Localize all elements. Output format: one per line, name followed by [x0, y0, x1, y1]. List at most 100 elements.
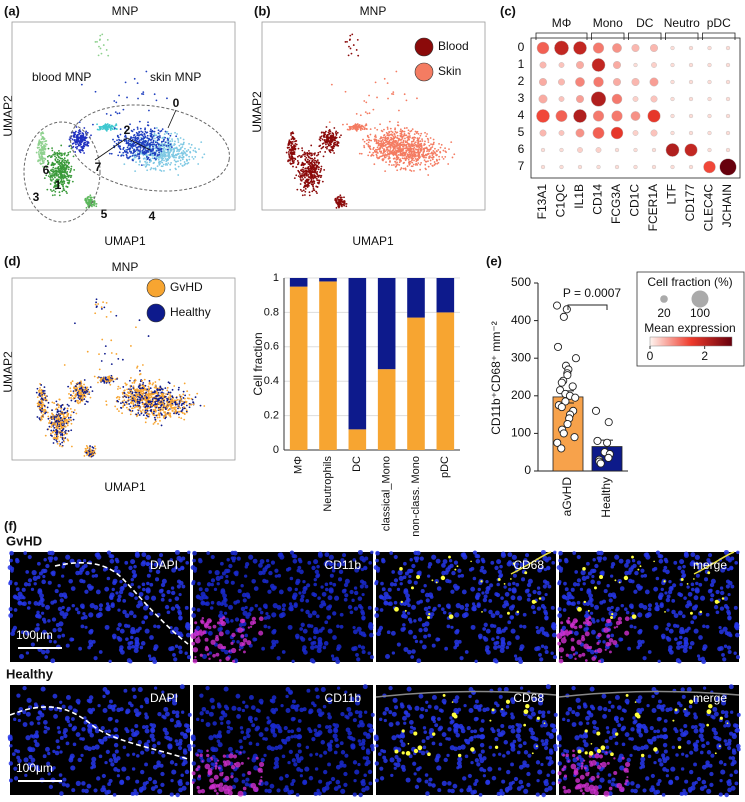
cell-dot	[147, 121, 149, 124]
cell-dot	[86, 393, 89, 395]
cell-dot	[49, 432, 52, 435]
cell-dot	[169, 415, 172, 418]
cell-dot	[417, 144, 420, 147]
cell-dot	[158, 412, 161, 415]
cell-dot	[167, 162, 170, 165]
cell-dot	[385, 161, 387, 164]
cell-dot	[203, 405, 206, 407]
cell-dot	[85, 130, 88, 133]
cell-dot	[50, 429, 53, 432]
cell-dot	[99, 34, 102, 37]
cell-dot	[168, 151, 171, 154]
cell-dot	[59, 173, 62, 176]
cell-dot	[129, 144, 132, 147]
cell-dot	[363, 144, 365, 147]
cell-dot	[414, 163, 417, 166]
cell-dot	[50, 421, 53, 424]
cell-dot	[415, 144, 418, 147]
cell-dot	[317, 175, 320, 178]
cell-dot	[59, 430, 62, 433]
cell-dot	[396, 158, 399, 160]
cell-dot	[163, 155, 166, 158]
cell-dot	[192, 157, 195, 160]
cell-dot	[169, 143, 172, 146]
cell-dot	[119, 387, 122, 390]
cell-dot	[372, 151, 375, 154]
cell-dot	[409, 136, 411, 139]
cell-dot	[313, 182, 316, 184]
cell-dot	[155, 403, 158, 406]
cell-dot	[159, 148, 162, 151]
cell-dot	[97, 381, 99, 384]
cell-dot	[337, 144, 340, 147]
cell-dot	[150, 390, 153, 393]
cell-dot	[186, 397, 189, 400]
cell-dot	[169, 156, 172, 158]
cell-dot	[154, 390, 156, 393]
cell-dot	[196, 392, 199, 395]
cell-dot	[171, 138, 173, 141]
cell-dot	[136, 126, 139, 129]
cell-dot	[185, 404, 188, 407]
cell-dot	[45, 139, 48, 142]
cell-dot	[108, 381, 111, 384]
cell-dot	[448, 148, 450, 151]
cell-dot	[376, 151, 379, 154]
cell-dot	[160, 413, 163, 416]
cell-dot	[138, 414, 141, 416]
cell-dot	[171, 140, 174, 142]
cell-dot	[164, 153, 167, 156]
cell-dot	[180, 143, 182, 146]
cell-dot	[51, 176, 54, 179]
cell-dot	[321, 180, 324, 183]
cell-dot	[372, 148, 375, 150]
cell-dot	[416, 97, 418, 100]
cell-dot	[137, 412, 140, 414]
cell-dot	[74, 385, 77, 388]
cell-dot	[402, 148, 405, 151]
cell-dot	[65, 422, 68, 425]
cell-dot	[53, 170, 56, 173]
cell-dot	[314, 159, 317, 162]
cell-dot	[39, 148, 42, 151]
cell-dot	[63, 152, 65, 155]
cell-dot	[125, 401, 128, 404]
cell-dot	[357, 54, 360, 57]
cell-dot	[402, 135, 405, 137]
cell-dot	[388, 130, 391, 133]
cell-dot	[328, 150, 331, 153]
cell-dot	[453, 153, 456, 156]
cell-dot	[158, 148, 160, 151]
cell-dot	[169, 414, 172, 417]
cell-dot	[69, 150, 72, 153]
cell-dot	[144, 387, 146, 390]
cell-dot	[118, 410, 120, 413]
cell-dot	[131, 138, 134, 141]
cell-dot	[128, 403, 130, 405]
cell-dot	[304, 176, 306, 179]
cell-dot	[138, 163, 141, 166]
cell-dot	[388, 139, 391, 142]
cell-dot	[146, 163, 149, 166]
cell-dot	[151, 396, 154, 399]
cell-dot	[147, 385, 150, 388]
cell-dot	[295, 174, 298, 177]
cell-dot	[166, 97, 168, 100]
cell-dot	[41, 158, 44, 161]
cell-dot	[138, 155, 140, 158]
cell-dot	[289, 152, 292, 155]
cell-dot	[351, 33, 354, 36]
cell-dot	[157, 156, 160, 159]
cell-dot	[376, 146, 379, 149]
cell-dot	[138, 120, 141, 123]
cell-dot	[153, 386, 156, 389]
cell-dot	[141, 379, 144, 382]
cell-dot	[150, 167, 153, 169]
cell-dot	[360, 152, 363, 155]
cell-dot	[427, 141, 430, 144]
cell-dot	[136, 140, 138, 143]
cell-dot	[157, 129, 160, 132]
cell-dot	[162, 140, 165, 142]
cell-dot	[59, 412, 62, 415]
